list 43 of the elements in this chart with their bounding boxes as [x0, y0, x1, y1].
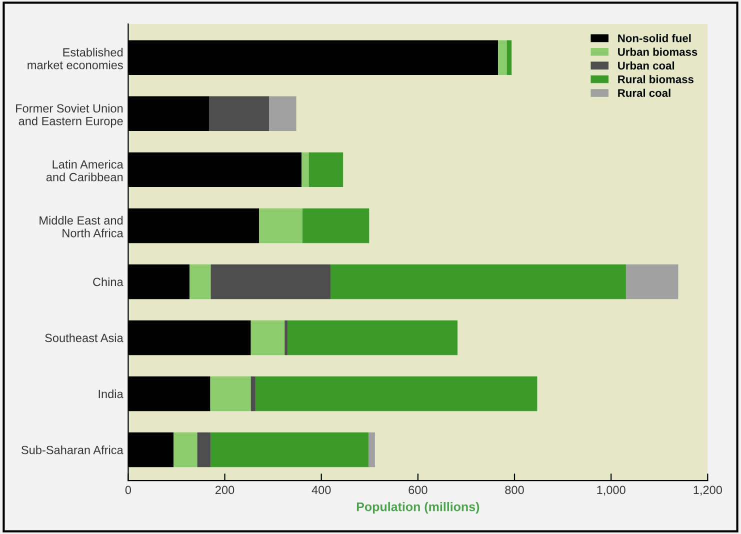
- bar: [498, 40, 507, 76]
- bar: [330, 264, 626, 300]
- y-tick-label: Established market economies: [28, 48, 123, 70]
- bar: [506, 40, 512, 76]
- bar: [284, 320, 288, 356]
- bar: [288, 320, 458, 356]
- y-tick-label: China: [93, 277, 124, 286]
- x-tick-label: 400: [312, 486, 331, 494]
- bar: [250, 320, 285, 356]
- legend-label: Urban coal: [618, 61, 674, 70]
- x-axis-title: Population (millions): [356, 502, 480, 514]
- y-tick-label: Former Soviet Union and Eastern Europe: [16, 104, 123, 128]
- bar: [210, 376, 251, 412]
- legend-label: Urban biomass: [618, 48, 698, 56]
- x-tick-label: 1,200: [694, 486, 722, 496]
- y-tick-label: Middle East and North Africa: [40, 216, 124, 238]
- bar: [190, 264, 211, 300]
- x-tick-label: 600: [408, 486, 428, 494]
- bar: [308, 152, 344, 188]
- bar: [197, 432, 211, 468]
- bar: [302, 208, 370, 244]
- x-tick-label: 200: [216, 486, 234, 494]
- bar: [302, 152, 309, 188]
- x-tick-label: 800: [505, 486, 524, 494]
- bar: [626, 264, 678, 300]
- bar: [210, 432, 369, 468]
- bar: [259, 208, 303, 244]
- bar: [174, 432, 198, 468]
- x-tick-label: 0: [125, 486, 132, 494]
- bar: [209, 96, 270, 132]
- legend-label: Non-solid fuel: [618, 34, 691, 42]
- bar: [368, 432, 375, 468]
- bar: [250, 376, 256, 412]
- x-tick-label: 1,000: [597, 486, 626, 496]
- legend-label: Rural biomass: [618, 75, 694, 84]
- bar: [210, 264, 331, 300]
- bar: [256, 376, 538, 412]
- y-tick-label: Latin America and Caribbean: [46, 160, 124, 182]
- y-tick-label: Sub-Saharan Africa: [21, 446, 124, 454]
- y-tick-label: Southeast Asia: [45, 333, 124, 342]
- bar: [269, 96, 296, 132]
- legend-label: Rural coal: [618, 88, 670, 97]
- y-tick-label: India: [98, 389, 124, 398]
